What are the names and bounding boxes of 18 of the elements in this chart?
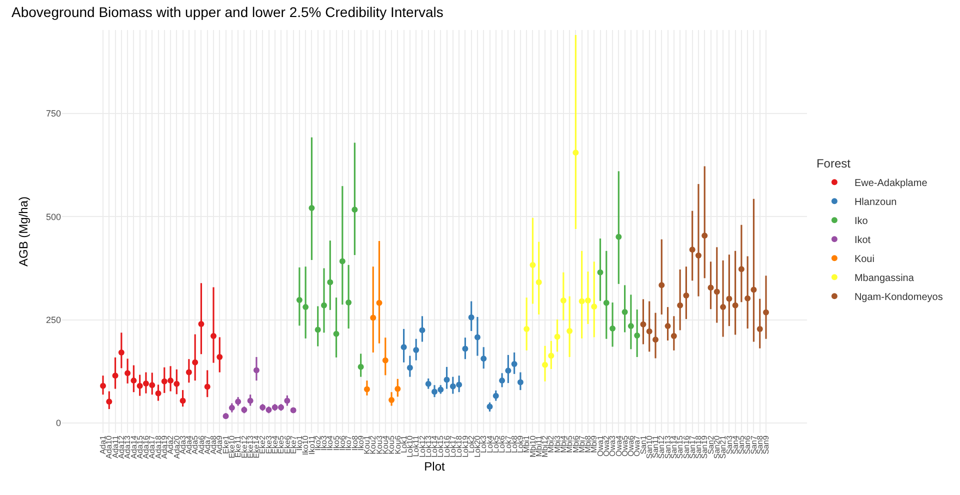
y-tick-label: 500 bbox=[46, 212, 61, 222]
legend-label: Ikot bbox=[854, 235, 871, 246]
x-tick-label: San9 bbox=[762, 435, 771, 454]
legend-label: Iko bbox=[854, 216, 868, 227]
chart-title: Aboveground Biomass with upper and lower 2.5% Credibility Intervals bbox=[12, 4, 444, 20]
legend-title: Forest bbox=[816, 156, 852, 171]
legend-label: Ngam-Kondomeyos bbox=[854, 292, 943, 303]
y-axis-title: AGB (Mg/ha) bbox=[16, 196, 30, 267]
legend-label: Ewe-Adakplame bbox=[854, 178, 928, 189]
x-axis-title: Plot bbox=[424, 460, 446, 474]
y-tick-label: 250 bbox=[46, 315, 61, 326]
x-tick-label: Iko9 bbox=[356, 435, 366, 451]
legend-label: Mbangassina bbox=[854, 273, 914, 284]
y-tick-label: 0 bbox=[56, 418, 61, 428]
legend-label: Koui bbox=[854, 254, 874, 265]
legend-label: Hlanzoun bbox=[854, 197, 897, 208]
y-tick-label: 750 bbox=[46, 108, 61, 119]
x-tick-label: Kou5 bbox=[387, 435, 396, 454]
